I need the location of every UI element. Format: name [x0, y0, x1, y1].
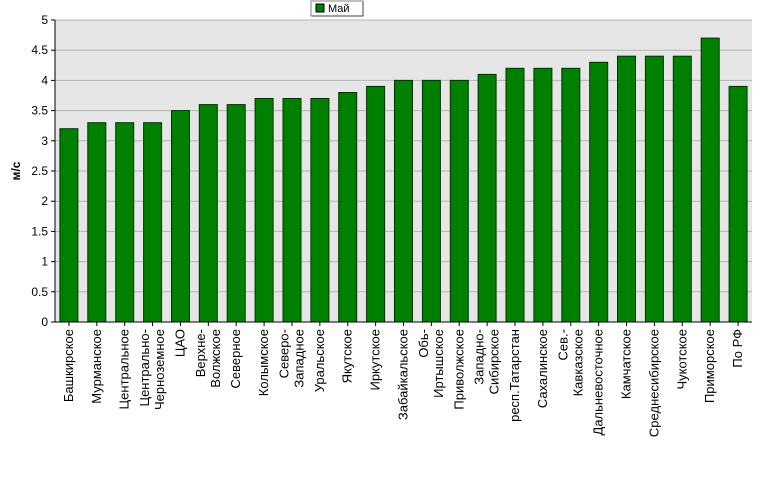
y-tick-label: 2 — [41, 194, 48, 208]
bar[interactable] — [672, 55, 692, 323]
y-tick-label: 0 — [41, 315, 48, 329]
bar[interactable] — [477, 73, 497, 323]
x-tick-label: Сахалинское — [535, 329, 550, 408]
y-axis-title: м/с — [9, 161, 23, 180]
x-tick-label: По РФ — [730, 329, 745, 368]
bars — [59, 37, 748, 323]
x-tick-label: Сибирское — [487, 329, 502, 394]
x-tick-label: Чукотское — [674, 329, 689, 390]
x-tick-label: Северо- — [276, 329, 291, 378]
bar[interactable] — [644, 55, 664, 323]
x-tick-label: Приволжское — [451, 329, 466, 410]
y-tick-label: 4 — [41, 73, 48, 87]
bar[interactable] — [143, 122, 163, 323]
bar[interactable] — [338, 92, 358, 323]
bar[interactable] — [59, 128, 79, 323]
x-tick-label: Камчатское — [619, 329, 634, 399]
x-tick-label: Иркутское — [368, 329, 383, 391]
bar[interactable] — [254, 98, 274, 323]
bar[interactable] — [561, 67, 581, 323]
x-tick-label: Западное — [291, 329, 306, 388]
x-tick-label: Обь- — [416, 329, 431, 358]
x-tick-label: Северное — [228, 329, 243, 388]
y-tick-label: 3.5 — [31, 104, 48, 118]
bar[interactable] — [115, 122, 135, 323]
x-tick-label: Волжское — [208, 329, 223, 388]
bar[interactable] — [421, 79, 441, 323]
x-tick-label: Кавказское — [570, 329, 585, 396]
bar[interactable] — [366, 85, 386, 323]
bar[interactable] — [171, 110, 190, 323]
bar[interactable] — [87, 122, 107, 323]
x-tick-label: Среднесибирское — [646, 329, 661, 437]
bar[interactable] — [282, 98, 302, 323]
x-tick-label: Черноземное — [152, 329, 167, 410]
x-tick-label: Колымское — [256, 329, 271, 396]
y-tick-label: 2.5 — [31, 164, 48, 178]
y-tick-label: 4.5 — [31, 43, 48, 57]
y-tick-label: 1.5 — [31, 224, 48, 238]
x-tick-label: Верхне- — [193, 329, 208, 377]
x-tick-label: Сев.- — [555, 329, 570, 360]
x-tick-label: Иртышское — [431, 329, 446, 398]
x-tick-label: Башкирское — [61, 329, 76, 402]
legend[interactable]: Май — [310, 0, 364, 17]
x-tick-label: респ.Татарстан — [507, 329, 522, 422]
x-tick-label: Забайкальское — [396, 329, 411, 420]
x-axis-labels: Башкирское Мурманское Центральное Центральн… — [61, 322, 745, 437]
y-axis-ticks: 0 0.5 1 1.5 2 2.5 3 3.5 4 4.5 5 — [31, 13, 55, 329]
y-tick-label: 0.5 — [31, 285, 48, 299]
bar[interactable] — [505, 67, 525, 323]
bar[interactable] — [198, 104, 218, 323]
x-tick-label: Западно- — [472, 329, 487, 385]
x-tick-label: Мурманское — [89, 329, 104, 404]
y-tick-label: 1 — [41, 255, 48, 269]
bar[interactable] — [449, 79, 469, 323]
x-tick-label: Центральное — [117, 329, 132, 409]
bar[interactable] — [617, 55, 636, 323]
x-tick-label: Приморское — [702, 329, 717, 403]
bar[interactable] — [310, 98, 330, 323]
x-tick-label: Дальневосточное — [591, 329, 606, 435]
bar[interactable] — [226, 104, 246, 323]
x-tick-label: Якутское — [340, 329, 355, 383]
bar[interactable] — [700, 37, 720, 323]
bar[interactable] — [728, 85, 748, 323]
x-tick-label: ЦАО — [172, 329, 187, 357]
y-tick-label: 5 — [41, 13, 48, 27]
y-tick-label: 3 — [41, 134, 48, 148]
legend-swatch — [315, 3, 325, 13]
x-tick-label: Уральское — [312, 329, 327, 392]
legend-label: Май — [328, 3, 350, 15]
bar[interactable] — [394, 79, 413, 323]
bar[interactable] — [533, 67, 553, 323]
bar[interactable] — [589, 61, 609, 323]
x-tick-label: Центрально- — [137, 329, 152, 407]
